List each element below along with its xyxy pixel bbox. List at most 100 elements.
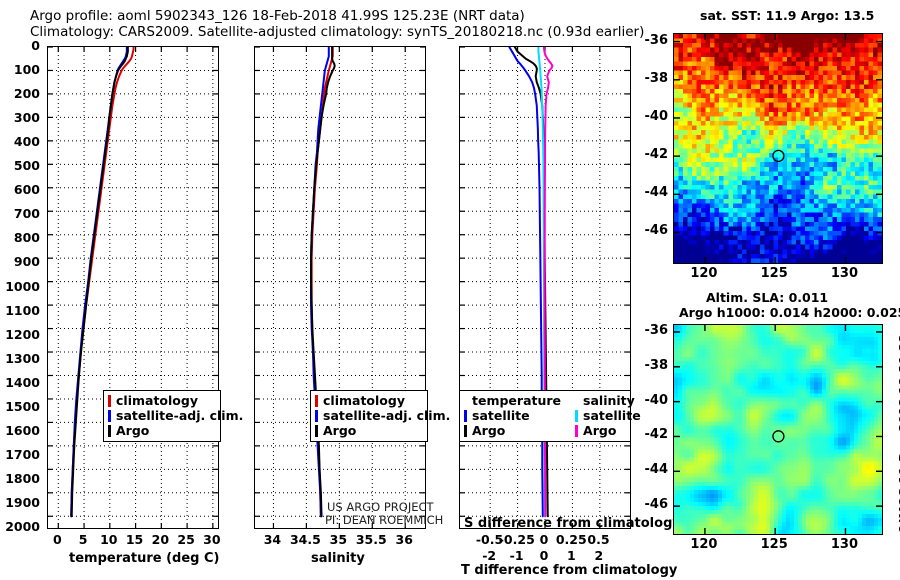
ytick-label: 1700 bbox=[5, 446, 40, 462]
xtick-label: -0.5 bbox=[475, 532, 504, 547]
sla-map-panel bbox=[673, 324, 883, 535]
ytick-label: 1100 bbox=[5, 302, 40, 318]
sla-map-title-line1: Altim. SLA: 0.011 bbox=[706, 290, 829, 305]
legend-label: satellite bbox=[583, 408, 641, 423]
ytick-label: 1600 bbox=[5, 422, 40, 438]
temperature-difference-axis-label: T difference from climatology bbox=[461, 563, 678, 578]
temperature-legend: climatology satellite-adj. clim. Argo bbox=[103, 390, 243, 442]
ytick-label: 500 bbox=[13, 158, 40, 174]
map-ytick-label: -40 bbox=[644, 392, 669, 408]
xtick-label: 25 bbox=[177, 532, 195, 547]
legend-column-temperature: temperature satellite Argo bbox=[464, 393, 561, 438]
ytick-label: 1900 bbox=[5, 494, 40, 510]
map-ytick-label: -44 bbox=[644, 185, 669, 201]
page-title-line2: Climatology: CARS2009. Satellite-adjuste… bbox=[30, 24, 645, 40]
legend-label: Argo bbox=[583, 423, 617, 438]
ytick-label: 1000 bbox=[5, 278, 40, 294]
map-ytick-label: -36 bbox=[644, 322, 669, 338]
xtick-label: 34 bbox=[263, 532, 282, 547]
xtick-label: 10 bbox=[100, 532, 118, 547]
legend-label: satellite bbox=[472, 408, 530, 423]
legend-item: satellite bbox=[575, 408, 641, 423]
xtick-label: 20 bbox=[151, 532, 170, 547]
xtick-label: 35 bbox=[329, 532, 348, 547]
legend-label: Argo bbox=[323, 423, 357, 438]
legend-header-salinity: salinity bbox=[583, 393, 635, 408]
map-xtick-label: 130 bbox=[830, 266, 859, 281]
legend-swatch-temperature-argo bbox=[464, 424, 467, 437]
sla-map bbox=[674, 325, 882, 534]
legend-label: Argo bbox=[116, 423, 150, 438]
legend-item: Argo bbox=[464, 423, 561, 438]
sst-map bbox=[674, 34, 882, 263]
sst-map-panel bbox=[673, 33, 883, 264]
ytick-label: 1200 bbox=[5, 326, 40, 342]
xtick-label: 0.25 bbox=[555, 532, 587, 547]
legend-swatch-salinity-argo bbox=[575, 424, 579, 437]
difference-plot bbox=[460, 47, 630, 528]
map-xtick-label: 125 bbox=[760, 537, 788, 552]
ytick-label: 1400 bbox=[5, 374, 40, 390]
salinity-xtick-labels: 34 34.5 35 35.5 36 bbox=[254, 532, 426, 548]
legend-item: climatology bbox=[108, 393, 216, 408]
salinity-plot bbox=[255, 47, 425, 528]
ytick-label: 200 bbox=[13, 86, 40, 102]
ytick-label: 800 bbox=[13, 230, 40, 246]
legend-swatch-argo bbox=[315, 424, 318, 437]
legend-swatch-temperature-satellite bbox=[464, 409, 467, 422]
xtick-label: 5 bbox=[78, 532, 88, 547]
xtick-label: 2 bbox=[594, 548, 604, 563]
ytick-label: 400 bbox=[13, 134, 40, 150]
legend-column-salinity: salinity satellite Argo bbox=[575, 393, 641, 438]
legend-swatch-satellite-adj bbox=[315, 409, 318, 422]
legend-item: Argo bbox=[315, 423, 423, 438]
xtick-label: -0.25 bbox=[498, 532, 535, 547]
salinity-axis-label: salinity bbox=[311, 551, 365, 566]
difference-bottom-xtick-labels: -2 -1 0 1 2 bbox=[459, 548, 631, 563]
xtick-label: 35.5 bbox=[355, 532, 387, 547]
legend-label: climatology bbox=[116, 393, 198, 408]
ytick-label: 2000 bbox=[5, 519, 40, 534]
legend-swatch-argo bbox=[108, 424, 111, 437]
map-ytick-label: -42 bbox=[644, 147, 669, 163]
salinity-difference-axis-label: S difference from climatology bbox=[464, 516, 681, 531]
ytick-label: 700 bbox=[13, 206, 40, 222]
sst-map-ytick-labels: -36 -38 -40 -42 -44 -46 bbox=[637, 33, 671, 264]
legend-label: satellite-adj. clim. bbox=[116, 408, 244, 423]
ytick-label: 100 bbox=[13, 62, 40, 78]
xtick-label: 0 bbox=[52, 532, 62, 547]
ytick-label: 300 bbox=[13, 110, 40, 126]
legend-item: climatology bbox=[315, 393, 423, 408]
legend-swatch-climatology bbox=[108, 394, 111, 407]
legend-label: climatology bbox=[323, 393, 405, 408]
temperature-ytick-labels: 0 100 200 300 400 500 600 700 800 900 1000 1100 1200… bbox=[0, 38, 44, 534]
map-ytick-label: -42 bbox=[644, 427, 669, 443]
salinity-panel bbox=[254, 46, 426, 529]
map-ytick-label: -38 bbox=[644, 357, 669, 373]
ytick-label: 900 bbox=[13, 254, 40, 270]
page-title-line1: Argo profile: aoml 5902343_126 18-Feb-20… bbox=[30, 8, 525, 24]
legend-item: satellite-adj. clim. bbox=[315, 408, 450, 423]
legend-header-temperature: temperature bbox=[472, 393, 562, 408]
difference-panel bbox=[459, 46, 631, 529]
xtick-label: -2 bbox=[482, 548, 497, 563]
ytick-label: 600 bbox=[13, 182, 40, 198]
project-annotation: US ARGO PROJECT bbox=[327, 500, 434, 514]
legend-item: Argo bbox=[575, 423, 641, 438]
map-ytick-label: -40 bbox=[644, 108, 669, 124]
xtick-label: 0 bbox=[539, 548, 549, 563]
map-ytick-label: -36 bbox=[644, 32, 669, 48]
sst-map-xtick-labels: 120 125 130 bbox=[673, 266, 883, 282]
sla-map-ytick-labels: -36 -38 -40 -42 -44 -46 bbox=[637, 322, 671, 535]
map-ytick-label: -38 bbox=[644, 70, 669, 86]
ytick-label: 1800 bbox=[5, 470, 40, 486]
map-xtick-label: 120 bbox=[690, 266, 718, 281]
difference-top-xtick-labels: -0.5 -0.25 0 0.25 0.5 bbox=[459, 532, 631, 547]
map-ytick-label: -46 bbox=[644, 497, 669, 513]
xtick-label: 0.5 bbox=[587, 532, 610, 547]
legend-item: Argo bbox=[108, 423, 216, 438]
temperature-plot bbox=[48, 47, 218, 528]
legend-swatch-salinity-satellite bbox=[575, 409, 579, 422]
xtick-label: 0 bbox=[539, 532, 549, 547]
map-xtick-label: 120 bbox=[690, 537, 718, 552]
